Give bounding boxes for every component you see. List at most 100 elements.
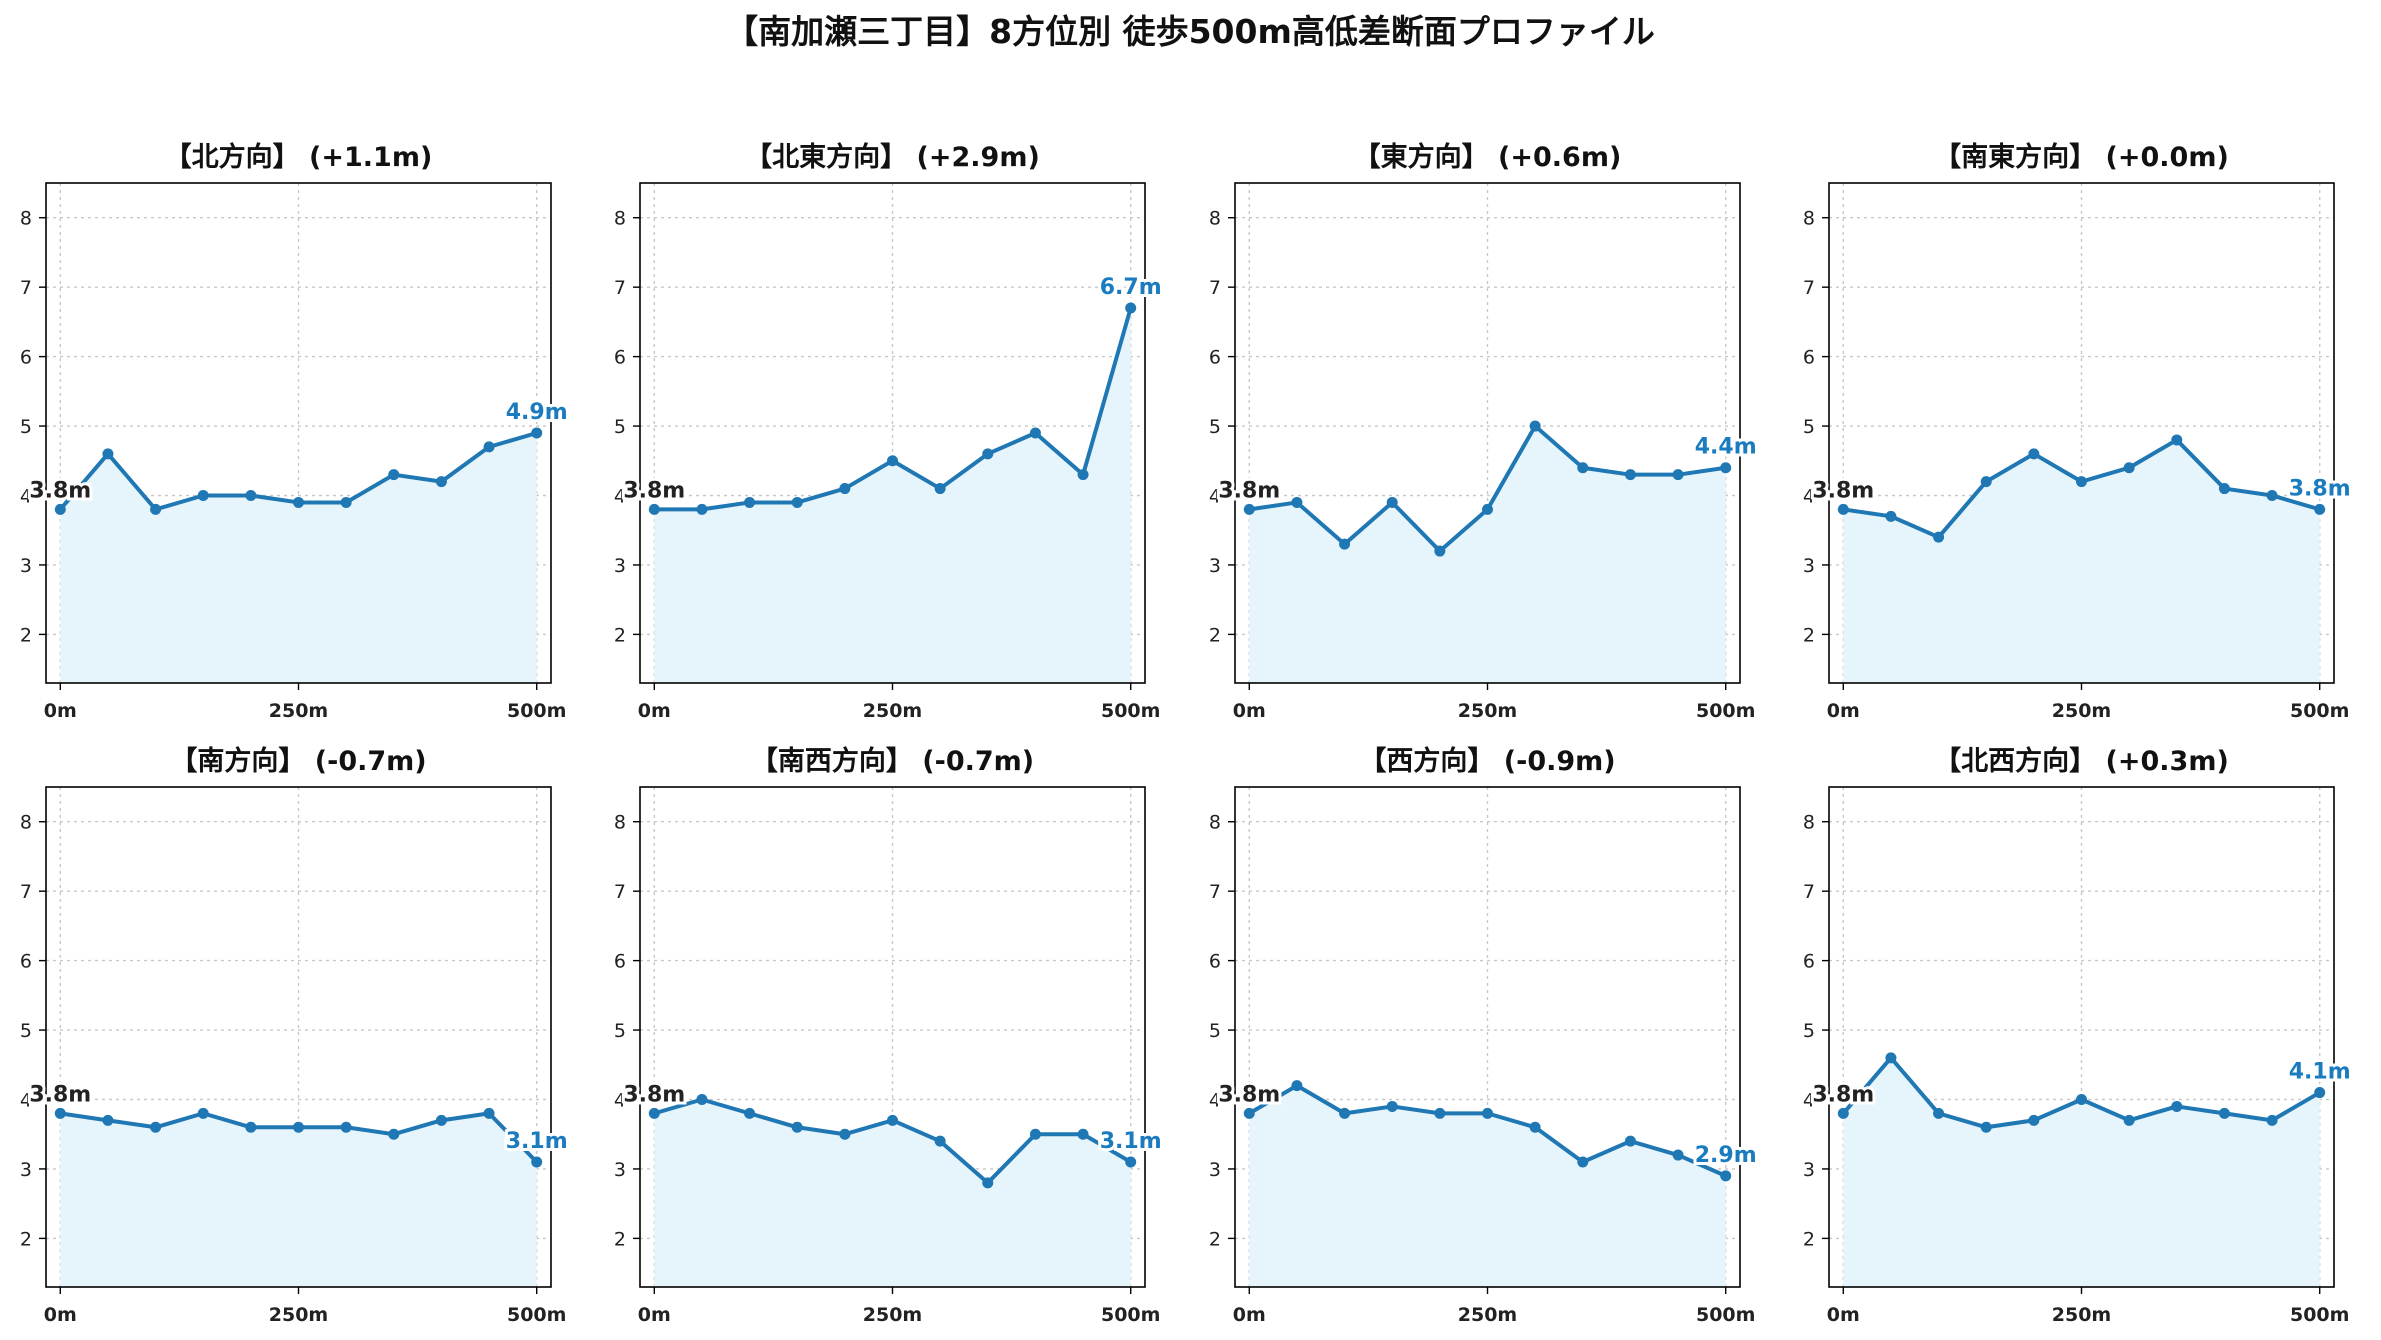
y-tick-label: 2 bbox=[614, 1228, 626, 1250]
plot-frame bbox=[639, 182, 1146, 684]
elevation-point bbox=[696, 1094, 708, 1105]
start-elevation-label: 3.8m bbox=[623, 1082, 685, 1107]
elevation-point bbox=[1077, 1128, 1089, 1140]
elevation-point bbox=[2266, 1114, 2278, 1126]
elevation-point bbox=[483, 441, 495, 453]
elevation-point bbox=[1837, 503, 1849, 515]
elevation-point bbox=[2218, 483, 2230, 495]
elevation-point bbox=[1125, 302, 1137, 314]
x-tick-label: 500m bbox=[1101, 700, 1160, 722]
y-tick-label: 3 bbox=[614, 1159, 626, 1181]
chart-panel-1: 【北方向】 (+1.1m) 2 3 4 5 6 7 8 0m 250m 500m 3.8m 4.9m bbox=[20, 141, 571, 722]
elevation-point bbox=[934, 1135, 946, 1147]
y-tick-label: 4 bbox=[614, 1090, 626, 1112]
elevation-point bbox=[2076, 476, 2087, 488]
elevation-point bbox=[1339, 538, 1351, 550]
y-tick-label: 5 bbox=[1803, 416, 1815, 438]
y-tick-label: 8 bbox=[1803, 812, 1815, 834]
chart-panel-3: 【東方向】 (+0.6m) 2 3 4 5 6 7 8 0m 250m 500m 3.8m 4.4m bbox=[1209, 141, 1760, 722]
elevation-point bbox=[2123, 462, 2135, 474]
elevation-point bbox=[1291, 496, 1303, 508]
elevation-point bbox=[1029, 427, 1041, 439]
end-elevation-label: 3.1m bbox=[1100, 1129, 1162, 1154]
elevation-point bbox=[102, 448, 114, 460]
y-tick-label: 5 bbox=[1209, 1020, 1221, 1042]
x-tick-label: 0m bbox=[1827, 700, 1860, 722]
elevation-area bbox=[1249, 426, 1726, 683]
elevation-point bbox=[648, 503, 660, 515]
plot-frame bbox=[45, 182, 552, 684]
y-tick-label: 6 bbox=[614, 951, 626, 973]
x-tick-label: 0m bbox=[44, 1304, 77, 1326]
elevation-point bbox=[1933, 1107, 1945, 1119]
y-tick-label: 7 bbox=[1803, 277, 1815, 299]
elevation-point bbox=[839, 1128, 851, 1140]
elevation-point bbox=[1243, 1107, 1255, 1119]
elevation-point bbox=[696, 503, 708, 515]
y-tick-label: 4 bbox=[614, 486, 626, 508]
elevation-point bbox=[1077, 469, 1089, 481]
y-tick-label: 2 bbox=[1803, 1228, 1815, 1250]
elevation-point bbox=[54, 503, 66, 515]
plot-frame bbox=[1234, 786, 1741, 1288]
elevation-point bbox=[1434, 1107, 1446, 1119]
elevation-point bbox=[1672, 469, 1684, 481]
y-tick-label: 5 bbox=[1209, 416, 1221, 438]
y-tick-label: 7 bbox=[614, 277, 626, 299]
y-tick-label: 8 bbox=[614, 208, 626, 230]
start-elevation-label: 3.8m bbox=[1812, 1082, 1874, 1107]
elevation-point bbox=[2171, 434, 2183, 446]
chart-panel-4: 【南東方向】 (+0.0m) 2 3 4 5 6 7 8 0m 250m 500m 3.8m 3.8m bbox=[1803, 141, 2354, 722]
elevation-point bbox=[435, 1114, 447, 1126]
panel-title: 【東方向】 (+0.6m) bbox=[1354, 141, 1622, 173]
y-tick-label: 2 bbox=[20, 624, 32, 646]
start-elevation-label: 3.8m bbox=[1218, 478, 1280, 503]
x-tick-label: 250m bbox=[1458, 700, 1517, 722]
y-tick-label: 4 bbox=[1803, 1090, 1815, 1112]
start-elevation-label: 3.8m bbox=[623, 478, 685, 503]
chart-panel-8: 【北西方向】 (+0.3m) 2 3 4 5 6 7 8 0m 250m 500m 3.8m 4.1m bbox=[1803, 745, 2354, 1326]
y-tick-label: 4 bbox=[1209, 486, 1221, 508]
elevation-point bbox=[791, 496, 803, 508]
y-tick-label: 4 bbox=[20, 1090, 32, 1112]
elevation-point bbox=[1482, 503, 1493, 515]
elevation-point bbox=[531, 1156, 543, 1168]
x-tick-label: 500m bbox=[507, 1304, 566, 1326]
x-tick-label: 250m bbox=[1458, 1304, 1517, 1326]
start-elevation-label: 3.8m bbox=[29, 1082, 91, 1107]
elevation-point bbox=[2314, 503, 2326, 515]
plot-frame bbox=[1828, 786, 2335, 1288]
elevation-point bbox=[1624, 469, 1636, 481]
x-tick-label: 500m bbox=[507, 700, 566, 722]
elevation-point bbox=[150, 1121, 162, 1133]
y-tick-label: 7 bbox=[20, 881, 32, 903]
elevation-point bbox=[1434, 545, 1446, 557]
elevation-point bbox=[483, 1107, 495, 1119]
elevation-point bbox=[1482, 1107, 1493, 1119]
panel-title: 【西方向】 (-0.9m) bbox=[1359, 745, 1615, 777]
elevation-area bbox=[60, 433, 537, 683]
y-tick-label: 7 bbox=[20, 277, 32, 299]
x-tick-label: 250m bbox=[269, 700, 328, 722]
y-tick-label: 5 bbox=[20, 416, 32, 438]
elevation-point bbox=[648, 1107, 660, 1119]
start-elevation-label: 3.8m bbox=[1812, 478, 1874, 503]
y-tick-label: 8 bbox=[614, 812, 626, 834]
start-elevation-label: 3.8m bbox=[1218, 1082, 1280, 1107]
y-tick-label: 8 bbox=[1209, 208, 1221, 230]
end-elevation-label: 6.7m bbox=[1100, 275, 1162, 300]
elevation-point bbox=[1291, 1080, 1303, 1092]
plot-frame bbox=[45, 786, 552, 1288]
elevation-point bbox=[2028, 1114, 2040, 1126]
y-tick-label: 2 bbox=[1209, 1228, 1221, 1250]
plot-frame bbox=[639, 786, 1146, 1288]
panel-title: 【北西方向】 (+0.3m) bbox=[1934, 745, 2229, 777]
y-tick-label: 3 bbox=[1803, 555, 1815, 577]
plot-frame bbox=[1234, 182, 1741, 684]
panel-title: 【南方向】 (-0.7m) bbox=[170, 745, 426, 777]
elevation-point bbox=[1529, 1121, 1541, 1133]
elevation-point bbox=[2123, 1114, 2135, 1126]
y-tick-label: 6 bbox=[1803, 951, 1815, 973]
elevation-point bbox=[1386, 496, 1398, 508]
elevation-point bbox=[2171, 1100, 2183, 1112]
